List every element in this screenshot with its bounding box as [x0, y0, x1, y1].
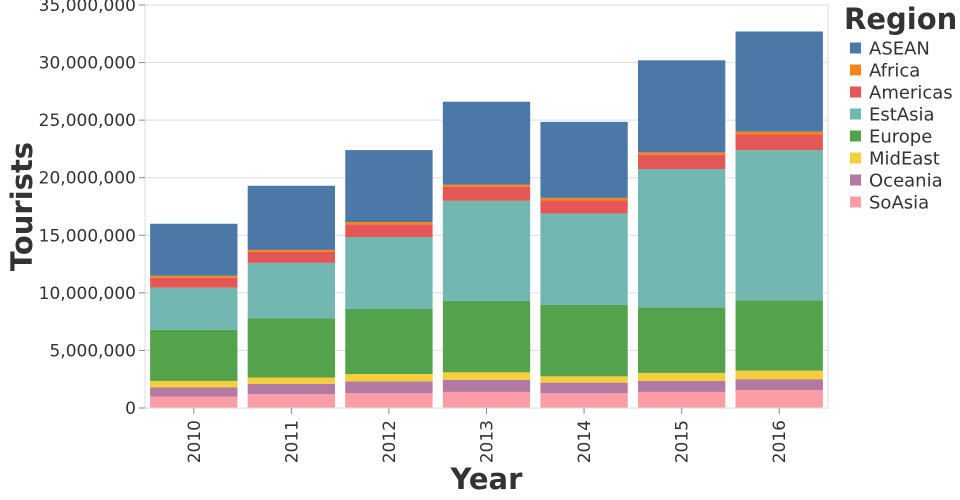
bar-segment-americas-2012 [345, 224, 433, 238]
bar-segment-soasia-2013 [442, 391, 531, 408]
bar-segment-oceania-2010 [150, 387, 238, 397]
legend-label-asean: ASEAN [869, 39, 930, 60]
bar-segment-mideast-2012 [345, 374, 433, 382]
x-tick-label: 2014 [575, 420, 595, 463]
bar-segment-mideast-2015 [637, 372, 726, 381]
bar-segment-oceania-2011 [247, 383, 336, 395]
bar-segment-africa-2013 [442, 184, 531, 187]
bar-segment-asean-2010 [150, 223, 238, 276]
bar-segment-oceania-2012 [345, 381, 433, 394]
x-axis-title: Year [450, 462, 524, 496]
bar-segment-africa-2014 [540, 197, 628, 201]
y-axis-ticks: 0 5,000,000 10,000,000 15,000,000 20,000,000… [39, 0, 145, 419]
x-tick-label: 2011 [282, 420, 302, 463]
bar-segment-mideast-2011 [247, 377, 336, 384]
bar-segment-mideast-2014 [540, 376, 628, 383]
legend-items: ASEANAfricaAmericasEstAsiaEuropeMidEastO… [850, 39, 953, 214]
bar-segment-americas-2014 [540, 200, 628, 214]
bar-segment-oceania-2016 [735, 379, 823, 391]
legend-label-oceania: Oceania [869, 171, 943, 192]
bar-segment-soasia-2010 [150, 396, 238, 408]
x-tick-label: 2013 [478, 420, 498, 463]
bar-segment-estasia-2012 [345, 237, 433, 309]
legend-label-americas: Americas [869, 83, 953, 104]
bar-segment-soasia-2014 [540, 393, 628, 408]
bar-segment-europe-2015 [637, 307, 726, 373]
legend-label-mideast: MidEast [869, 149, 940, 170]
x-tick-label: 2012 [380, 420, 400, 463]
legend-swatch-oceania [850, 174, 861, 186]
bar-segment-oceania-2015 [637, 380, 726, 392]
bar-segment-asean-2013 [442, 101, 531, 185]
bar-segment-mideast-2016 [735, 370, 823, 380]
bar-segment-americas-2011 [247, 251, 336, 263]
y-tick-label: 10,000,000 [39, 284, 136, 304]
bar-segment-estasia-2013 [442, 200, 531, 301]
y-tick-label: 20,000,000 [39, 169, 136, 189]
legend-swatch-estasia [850, 108, 861, 120]
bar-segment-soasia-2016 [735, 390, 823, 408]
bar-segment-africa-2012 [345, 222, 433, 225]
legend-label-europe: Europe [869, 127, 932, 148]
bar-segment-europe-2011 [247, 318, 336, 378]
legend-swatch-soasia [850, 196, 861, 208]
bar-segment-asean-2016 [735, 31, 823, 132]
bar-segment-europe-2016 [735, 300, 823, 371]
bar-segment-oceania-2014 [540, 382, 628, 394]
bar-segment-europe-2013 [442, 300, 531, 373]
legend-swatch-americas [850, 86, 861, 98]
bar-segment-estasia-2010 [150, 287, 238, 330]
x-axis-ticks: 2010 2011 2012 2013 2014 2015 2016 [185, 408, 790, 463]
legend-label-soasia: SoAsia [869, 193, 929, 214]
bar-segment-americas-2015 [637, 154, 726, 170]
bar-segment-americas-2013 [442, 186, 531, 201]
bar-segment-asean-2012 [345, 150, 433, 223]
x-tick-label: 2016 [770, 420, 790, 463]
bar-segment-africa-2015 [637, 152, 726, 155]
bar-segment-americas-2010 [150, 277, 238, 288]
bar-segment-soasia-2015 [637, 391, 726, 408]
y-tick-label: 35,000,000 [39, 0, 136, 16]
x-tick-label: 2010 [185, 420, 205, 463]
bar-segment-africa-2016 [735, 131, 823, 135]
legend-label-africa: Africa [869, 61, 920, 82]
bar-segment-estasia-2015 [637, 169, 726, 308]
bar-segment-estasia-2011 [247, 262, 336, 319]
bar-segment-americas-2016 [735, 134, 823, 151]
y-axis-title: Tourists [5, 142, 39, 271]
bar-stack-group [150, 31, 823, 408]
y-tick-label: 0 [125, 399, 136, 419]
bar-segment-soasia-2012 [345, 393, 433, 408]
bar-segment-asean-2011 [247, 185, 336, 250]
bar-segment-asean-2014 [540, 121, 628, 198]
bar-segment-mideast-2013 [442, 372, 531, 380]
y-tick-label: 30,000,000 [39, 54, 136, 74]
y-tick-label: 25,000,000 [39, 111, 136, 131]
bar-segment-estasia-2014 [540, 213, 628, 305]
bar-segment-africa-2010 [150, 275, 238, 278]
legend-label-estasia: EstAsia [869, 105, 935, 126]
legend-swatch-africa [850, 64, 861, 76]
bar-segment-oceania-2013 [442, 379, 531, 392]
legend-swatch-asean [850, 42, 861, 54]
legend-swatch-europe [850, 130, 861, 142]
bar-segment-soasia-2011 [247, 394, 336, 408]
y-tick-label: 5,000,000 [49, 341, 136, 361]
y-tick-label: 15,000,000 [39, 226, 136, 246]
bar-segment-europe-2010 [150, 329, 238, 381]
legend: Region ASEANAfricaAmericasEstAsiaEuropeM… [844, 2, 957, 214]
x-tick-label: 2015 [673, 420, 693, 463]
bar-segment-africa-2011 [247, 249, 336, 252]
legend-swatch-mideast [850, 152, 861, 164]
bar-segment-estasia-2016 [735, 150, 823, 301]
bar-segment-europe-2012 [345, 308, 433, 375]
bar-segment-mideast-2010 [150, 380, 238, 388]
bar-segment-europe-2014 [540, 304, 628, 377]
bar-segment-asean-2015 [637, 60, 726, 153]
legend-title: Region [844, 2, 957, 36]
